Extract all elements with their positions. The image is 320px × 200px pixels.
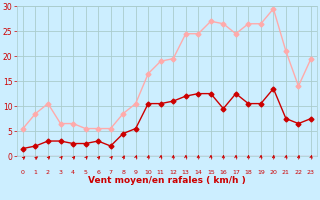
X-axis label: Vent moyen/en rafales ( km/h ): Vent moyen/en rafales ( km/h )	[88, 176, 246, 185]
